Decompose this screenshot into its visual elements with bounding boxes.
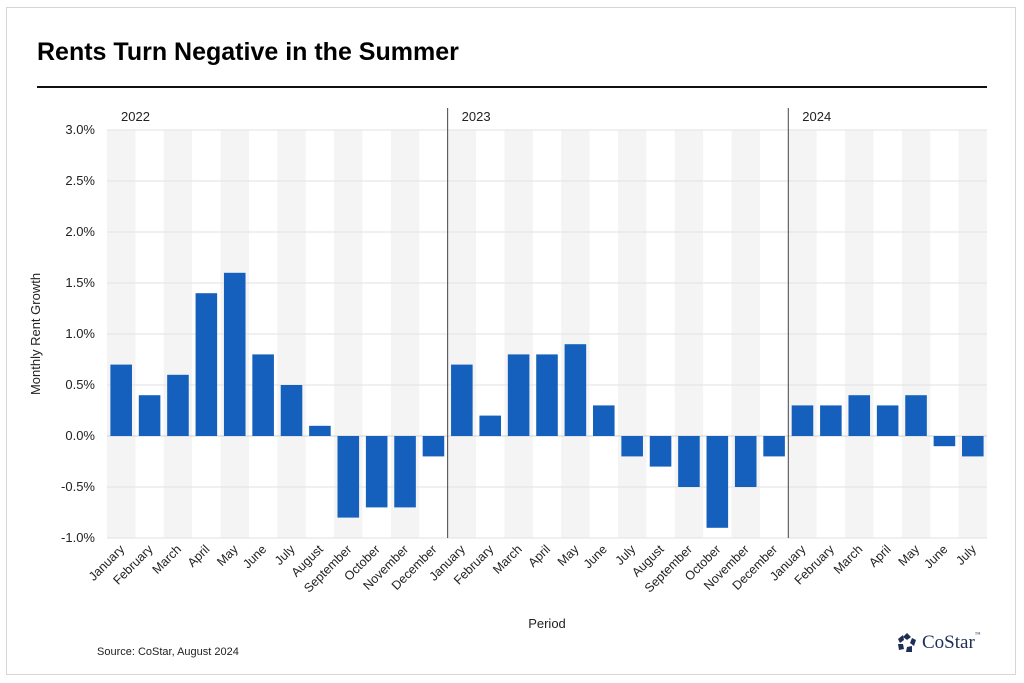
x-tick-label: July <box>953 542 979 568</box>
y-tick-label: 1.0% <box>65 326 95 341</box>
bar <box>848 395 871 436</box>
bar <box>564 344 587 436</box>
bar <box>621 436 643 457</box>
y-axis-title: Monthly Rent Growth <box>28 273 43 395</box>
year-label: 2024 <box>802 109 831 124</box>
y-tick-label: 0.5% <box>65 377 95 392</box>
x-tick-label: June <box>581 542 610 571</box>
bar <box>394 436 416 508</box>
bar <box>195 293 218 436</box>
bar <box>280 385 303 436</box>
bar <box>422 436 445 457</box>
y-tick-label: 3.0% <box>65 122 95 137</box>
x-tick-label: May <box>214 542 241 569</box>
costar-wordmark: CoStar™ <box>922 632 981 654</box>
bar <box>536 354 558 436</box>
bar <box>962 436 984 457</box>
bar <box>110 364 132 436</box>
y-tick-label: 2.5% <box>65 173 95 188</box>
bar <box>763 436 785 457</box>
bar <box>820 405 842 436</box>
x-tick-label: June <box>921 542 950 571</box>
bar <box>167 374 189 436</box>
x-tick-label: April <box>526 542 554 570</box>
bar <box>734 436 757 487</box>
bar <box>337 436 360 518</box>
year-label: 2023 <box>462 109 491 124</box>
x-tick-label: April <box>185 542 213 570</box>
y-tick-label: 0.0% <box>65 428 95 443</box>
chart-title: Rents Turn Negative in the Summer <box>37 38 459 66</box>
y-tick-label: -1.0% <box>61 530 95 545</box>
x-axis-title: Period <box>528 616 566 631</box>
bar <box>309 425 331 436</box>
bar <box>365 436 388 508</box>
title-rule <box>37 86 987 88</box>
bar <box>933 436 956 447</box>
y-tick-label: 2.0% <box>65 224 95 239</box>
bar <box>649 436 672 467</box>
y-tick-label: -0.5% <box>61 479 95 494</box>
bar <box>706 436 729 528</box>
bar <box>876 405 899 436</box>
x-tick-label: March <box>150 542 184 576</box>
bar <box>791 405 814 436</box>
bar <box>451 364 473 436</box>
source-note: Source: CoStar, August 2024 <box>97 646 239 658</box>
bar <box>592 405 615 436</box>
x-tick-label: April <box>866 542 894 570</box>
y-tick-label: 1.5% <box>65 275 95 290</box>
bar <box>252 354 274 436</box>
x-tick-label: March <box>490 542 524 576</box>
x-tick-label: March <box>831 542 865 576</box>
logo-name: CoStar <box>922 632 975 653</box>
costar-logo: CoStar™ <box>896 632 981 654</box>
x-tick-label: May <box>555 542 582 569</box>
year-label: 2022 <box>121 109 150 124</box>
bar <box>223 272 246 436</box>
bar <box>507 354 530 436</box>
x-tick-label: May <box>896 542 923 569</box>
costar-star-icon <box>898 633 916 652</box>
bar <box>905 395 927 436</box>
bar <box>678 436 700 487</box>
chart-frame <box>6 7 1016 675</box>
x-tick-label: June <box>240 542 269 571</box>
bar <box>138 395 161 436</box>
logo-tm: ™ <box>974 632 981 638</box>
bar <box>479 415 502 436</box>
